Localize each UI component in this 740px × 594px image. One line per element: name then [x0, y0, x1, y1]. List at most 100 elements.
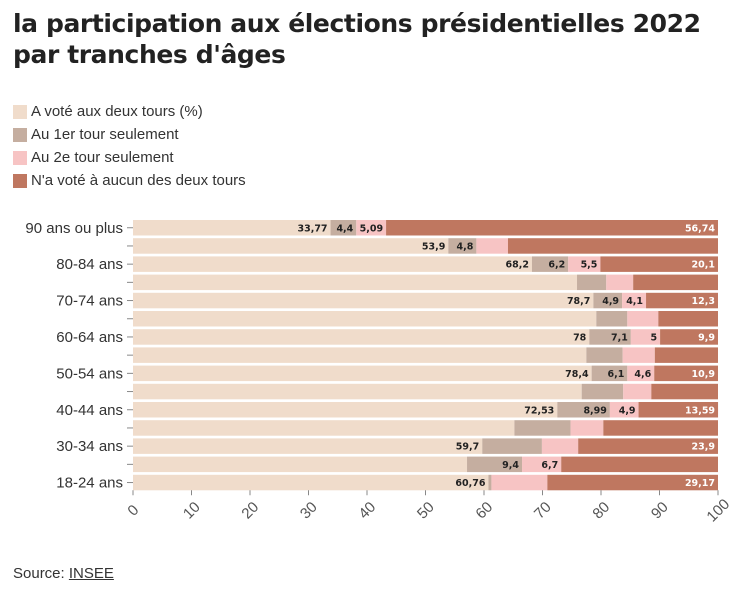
bar-segment-first: [593, 292, 623, 309]
bar-segment-none: [638, 402, 719, 418]
bar-segment-both: [133, 238, 449, 254]
bar-segment-second: [522, 456, 562, 473]
legend-label: Au 1er tour seulement: [31, 126, 179, 143]
bar-segment-both: [133, 274, 578, 291]
data-label-both: 78,4: [565, 369, 589, 380]
x-tick-label: 30: [297, 499, 321, 523]
bar-segment-none: [547, 474, 718, 491]
category-label: 70-74 ans: [56, 293, 123, 310]
bar-segment-second: [356, 220, 387, 236]
data-label-none: 13,59: [685, 405, 715, 416]
bar-segment-both: [133, 420, 515, 436]
data-label-second: 4,6: [634, 369, 651, 380]
bar-segment-first: [557, 402, 610, 418]
bar-segment-first: [488, 474, 492, 491]
bar-segment-second: [622, 292, 647, 309]
legend-swatch: [13, 173, 27, 188]
bar-segment-second: [622, 347, 655, 363]
bar-segment-first: [577, 274, 607, 291]
bar-segment-second: [476, 238, 508, 254]
bar-segment-none: [603, 420, 718, 436]
bar-segment-second: [606, 274, 634, 291]
bar-segment-first: [482, 438, 542, 454]
data-label-first: 7,1: [611, 332, 628, 343]
x-tick-label: 0: [124, 502, 142, 520]
bar-segment-both: [133, 347, 587, 363]
category-label: 60-64 ans: [56, 329, 123, 346]
bar-segment-both: [133, 402, 558, 418]
data-label-both: 60,76: [455, 478, 485, 489]
bar-segment-none: [386, 220, 718, 236]
bar-segment-both: [133, 456, 468, 473]
bar-segment-second: [568, 256, 601, 272]
bar-segment-none: [651, 383, 718, 400]
legend-swatch: [13, 127, 27, 142]
x-tick-label: 20: [238, 499, 262, 523]
legend-label: Au 2e tour seulement: [31, 149, 174, 166]
bar-segment-second: [609, 402, 639, 418]
bar-segment-none: [654, 347, 718, 363]
data-label-both: 78,7: [567, 296, 590, 307]
bar-segment-both: [133, 292, 594, 309]
category-label: 80-84 ans: [56, 256, 123, 273]
data-label-both: 72,53: [524, 405, 554, 416]
data-label-first: 6,1: [607, 369, 624, 380]
x-tick-label: 40: [355, 499, 379, 523]
bar-segment-first: [596, 311, 628, 327]
data-label-second: 4,9: [619, 405, 636, 416]
data-label-none: 12,3: [692, 296, 715, 307]
category-label: 50-54 ans: [56, 365, 123, 382]
bar-segment-first: [330, 220, 357, 236]
bar-segment-first: [591, 365, 628, 382]
bar-segment-none: [600, 256, 718, 272]
data-label-first: 4,8: [457, 241, 474, 252]
bar-segment-none: [658, 311, 718, 327]
category-label: 30-34 ans: [56, 438, 123, 455]
category-label: 40-44 ans: [56, 402, 123, 419]
bar-segment-none: [633, 274, 718, 291]
bar-segment-none: [507, 238, 718, 254]
legend-label: A voté aux deux tours (%): [31, 103, 203, 120]
bar-segment-first: [586, 347, 623, 363]
category-label: 90 ans ou plus: [25, 220, 123, 237]
source-note: Source: INSEE: [13, 565, 114, 582]
bar-segment-second: [491, 474, 548, 491]
data-label-second: 4,1: [626, 296, 643, 307]
bar-segment-second: [627, 311, 659, 327]
x-tick-label: 60: [472, 499, 496, 523]
data-label-none: 29,17: [685, 478, 715, 489]
legend-item-none: N'a voté à aucun des deux tours: [13, 169, 246, 192]
bar-segment-both: [133, 365, 592, 382]
data-label-both: 53,9: [422, 241, 445, 252]
bar-segment-first: [448, 238, 477, 254]
x-tick-label: 80: [589, 499, 613, 523]
bar-segment-both: [133, 220, 331, 236]
data-label-second: 6,7: [541, 460, 558, 471]
x-tick-label: 90: [648, 499, 672, 523]
legend-item-both: A voté aux deux tours (%): [13, 100, 246, 123]
bar-segment-first: [531, 256, 569, 272]
bar-segment-first: [589, 329, 631, 345]
bar-segment-both: [133, 474, 489, 491]
source-link[interactable]: INSEE: [68, 565, 114, 582]
bar-segment-second: [630, 329, 661, 345]
data-label-none: 20,1: [692, 260, 715, 271]
bar-segment-both: [133, 383, 582, 400]
data-label-both: 59,7: [456, 442, 479, 453]
legend-swatch: [13, 150, 27, 165]
data-label-first: 4,9: [602, 296, 619, 307]
x-tick-label: 70: [531, 499, 555, 523]
data-label-none: 10,9: [692, 369, 715, 380]
legend-swatch: [13, 104, 27, 119]
data-label-first: 6,2: [548, 260, 565, 271]
data-label-first: 8,99: [583, 405, 606, 416]
bar-segment-none: [578, 438, 718, 454]
x-tick-label: 10: [180, 499, 204, 523]
data-label-both: 68,2: [506, 260, 529, 271]
bar-segment-both: [133, 256, 532, 272]
bar-segment-second: [627, 365, 655, 382]
data-label-second: 5,09: [360, 223, 383, 234]
bar-segment-none: [654, 365, 718, 382]
data-label-first: 4,4: [336, 223, 353, 234]
